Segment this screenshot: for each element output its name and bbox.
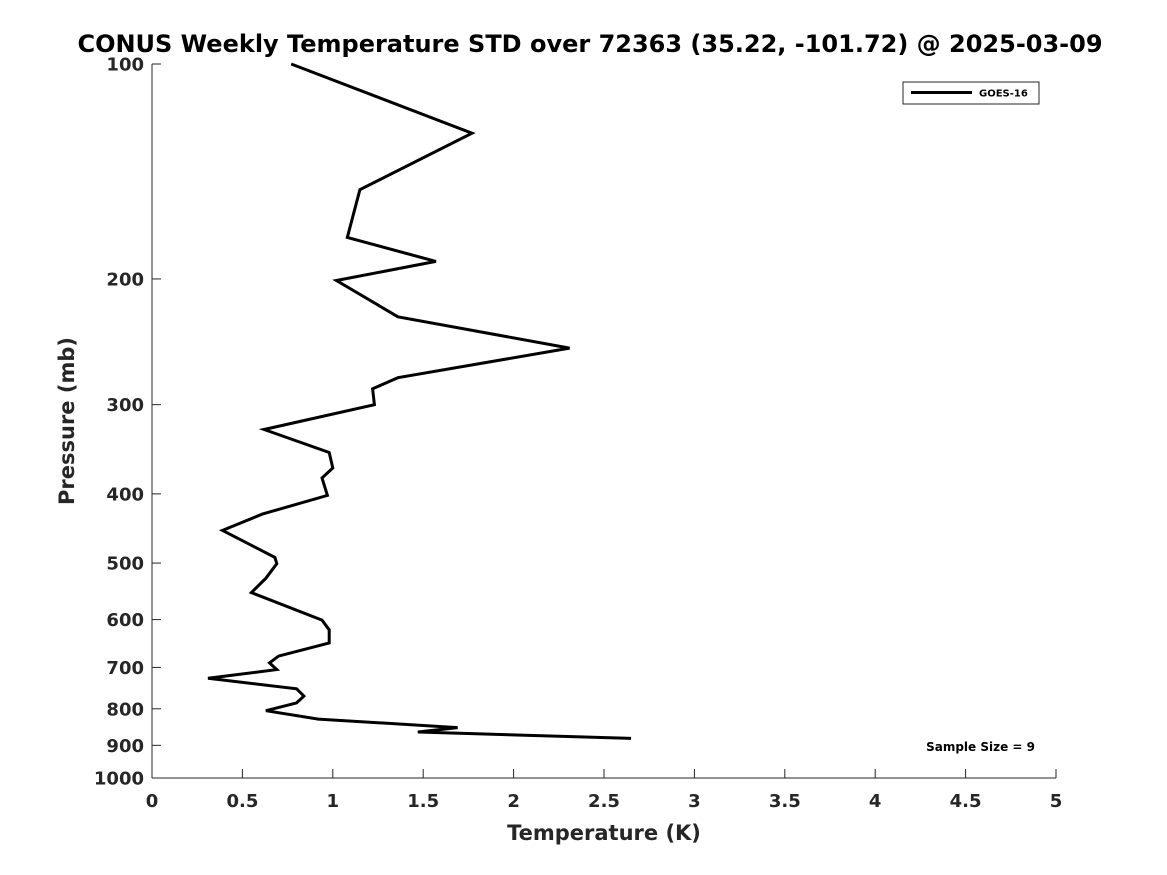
y-tick-label: 500 bbox=[106, 554, 144, 575]
y-tick-label: 600 bbox=[106, 610, 144, 631]
x-tick-label: 5 bbox=[1050, 791, 1063, 812]
x-tick-label: 3.5 bbox=[769, 791, 801, 812]
y-axis-label: Pressure (mb) bbox=[55, 337, 79, 505]
series-line-goes-16 bbox=[207, 62, 632, 740]
y-tick-label: 900 bbox=[106, 736, 144, 757]
x-tick-label: 0.5 bbox=[226, 791, 258, 812]
x-tick-label: 4.5 bbox=[950, 791, 982, 812]
y-tick-label: 400 bbox=[106, 484, 144, 505]
y-axis-ticks: 100 200 300 400 500 600 700 800 900 1000 bbox=[94, 55, 161, 790]
x-tick-label: 2.5 bbox=[588, 791, 620, 812]
y-tick-label: 800 bbox=[106, 699, 144, 720]
y-tick-label: 100 bbox=[106, 55, 144, 76]
chart-title: CONUS Weekly Temperature STD over 72363 … bbox=[77, 30, 1102, 58]
y-tick-label: 300 bbox=[106, 395, 144, 416]
legend: GOES-16 bbox=[902, 81, 1040, 105]
series-layer bbox=[207, 62, 632, 740]
x-tick-label: 2 bbox=[507, 791, 520, 812]
y-tick-label: 700 bbox=[106, 658, 144, 679]
x-axis-label: Temperature (K) bbox=[507, 821, 701, 845]
legend-label-goes-16: GOES-16 bbox=[979, 89, 1028, 100]
x-tick-label: 3 bbox=[688, 791, 701, 812]
x-tick-label: 0 bbox=[146, 791, 159, 812]
sample-size-annotation: Sample Size = 9 bbox=[926, 740, 1035, 754]
y-tick-label: 200 bbox=[106, 269, 144, 290]
y-tick-label: 1000 bbox=[94, 769, 144, 790]
x-tick-label: 1 bbox=[327, 791, 340, 812]
x-tick-label: 1.5 bbox=[407, 791, 439, 812]
x-tick-label: 4 bbox=[869, 791, 882, 812]
x-axis-ticks: 0 0.5 1 1.5 2 2.5 3 3.5 4 4.5 5 bbox=[146, 769, 1063, 812]
